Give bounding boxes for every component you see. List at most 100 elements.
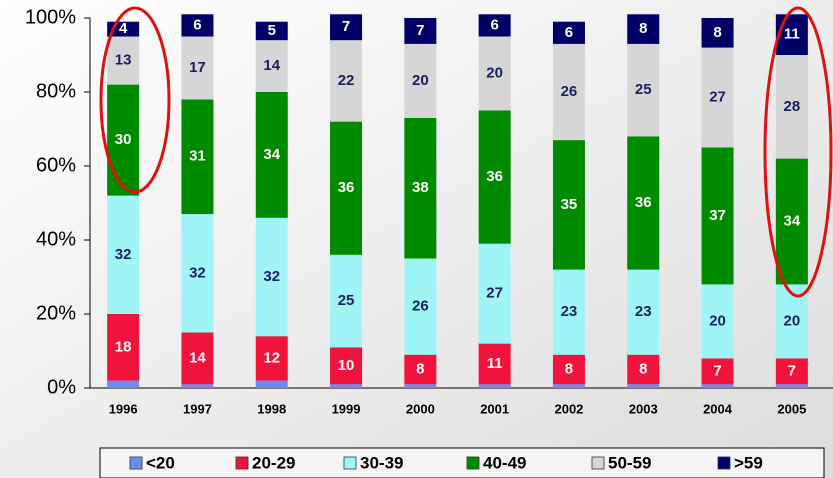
y-tick-label: 0%: [47, 376, 76, 398]
bar-segment: [330, 347, 363, 385]
data-label: 13: [115, 52, 132, 69]
data-label: 14: [189, 349, 206, 366]
bar-segment: [701, 18, 734, 48]
legend-label: 30-39: [360, 453, 403, 472]
legend-label: >59: [734, 453, 763, 472]
bar-segment: [107, 314, 140, 381]
data-label: 22: [338, 72, 355, 89]
bar-segment: [404, 117, 437, 259]
bar-segment: [404, 354, 437, 385]
data-label: 32: [263, 268, 280, 285]
x-tick-label: 1996: [109, 401, 138, 416]
bar-segment: [255, 92, 288, 218]
x-tick-label: 2001: [480, 401, 509, 416]
x-tick-label: 2002: [554, 401, 583, 416]
data-label: 27: [486, 285, 503, 302]
data-label: 35: [561, 196, 578, 213]
x-tick-label: 2005: [777, 401, 806, 416]
bar-segment: [404, 43, 437, 118]
data-label: 20: [412, 72, 429, 89]
bar-segment: [107, 36, 140, 85]
x-tick-label: 1999: [332, 401, 361, 416]
data-label: 26: [561, 83, 578, 100]
bar-segment: [627, 269, 660, 355]
y-tick-label: 60%: [36, 154, 76, 176]
bar-segment: [181, 36, 214, 100]
bar-segment: [181, 214, 214, 333]
bar-segment: [701, 47, 734, 148]
data-label: 34: [784, 212, 801, 229]
bar-segment: [107, 84, 140, 196]
legend-swatch: [466, 456, 480, 470]
data-label: 8: [565, 360, 573, 377]
data-label: 27: [709, 89, 726, 106]
y-tick-label: 100%: [25, 6, 76, 28]
data-label: 31: [189, 148, 206, 165]
data-label: 6: [490, 16, 498, 33]
bar-segment: [478, 110, 511, 244]
data-label: 12: [263, 349, 280, 366]
data-label: 25: [338, 292, 355, 309]
bar-segment: [181, 332, 214, 385]
data-label: 10: [338, 357, 355, 374]
data-label: 36: [338, 179, 355, 196]
bar-segment: [552, 43, 585, 141]
data-label: 8: [713, 24, 721, 41]
bar-segment: [775, 158, 808, 285]
data-label: 36: [486, 168, 503, 185]
legend-swatch: [343, 456, 357, 470]
x-tick-label: 1998: [257, 401, 286, 416]
bar-segment: [478, 384, 511, 388]
data-label: 8: [416, 360, 424, 377]
bar-segment: [404, 384, 437, 388]
data-label: 18: [115, 338, 132, 355]
x-tick-label: 2000: [406, 401, 435, 416]
data-label: 37: [709, 207, 726, 224]
bar-segment: [775, 284, 808, 359]
data-label: 14: [263, 57, 280, 74]
bar-segment: [330, 254, 363, 348]
data-label: 6: [193, 16, 201, 33]
bar-segment: [255, 21, 288, 41]
data-label: 8: [639, 360, 647, 377]
bar-segment: [181, 384, 214, 388]
data-label: 26: [412, 298, 429, 315]
bar-segment: [701, 284, 734, 359]
bar-segment: [627, 43, 660, 137]
bar-segment: [552, 384, 585, 388]
bar-segment: [701, 358, 734, 385]
y-tick-label: 40%: [36, 228, 76, 250]
bar-segment: [330, 40, 363, 122]
data-label: 11: [784, 26, 800, 43]
data-label: 7: [788, 362, 796, 379]
legend-label: 50-59: [608, 453, 651, 472]
bar-segment: [775, 14, 808, 56]
legend-swatch: [717, 456, 731, 470]
plot: 0% 20% 40% 60% 80% 100% 1996 18 32 30 13 4 1997 14 32 3…: [25, 6, 833, 416]
bar-segment: [107, 195, 140, 314]
data-label: 36: [635, 194, 652, 211]
bar-segment: [478, 36, 511, 111]
data-label: 7: [342, 18, 350, 35]
data-label: 11: [487, 355, 503, 372]
legend-swatch: [235, 456, 249, 470]
highlight-ellipse: [763, 6, 833, 298]
bar-segment: [552, 140, 585, 270]
data-label: 32: [115, 246, 132, 263]
highlight-ellipse: [99, 6, 171, 194]
y-tick-label: 80%: [36, 80, 76, 102]
bar-segment: [330, 14, 363, 41]
bar-segment: [478, 243, 511, 344]
bar-segment: [404, 258, 437, 355]
data-label: 25: [635, 81, 652, 98]
x-tick-label: 2004: [703, 401, 733, 416]
legend-box: [99, 447, 825, 478]
data-label: 8: [639, 20, 647, 37]
bar-segment: [627, 136, 660, 270]
bar-segment: [404, 18, 437, 44]
x-tick-label: 1997: [183, 401, 212, 416]
bar-segment: [330, 384, 363, 388]
bar-segment: [478, 343, 511, 385]
